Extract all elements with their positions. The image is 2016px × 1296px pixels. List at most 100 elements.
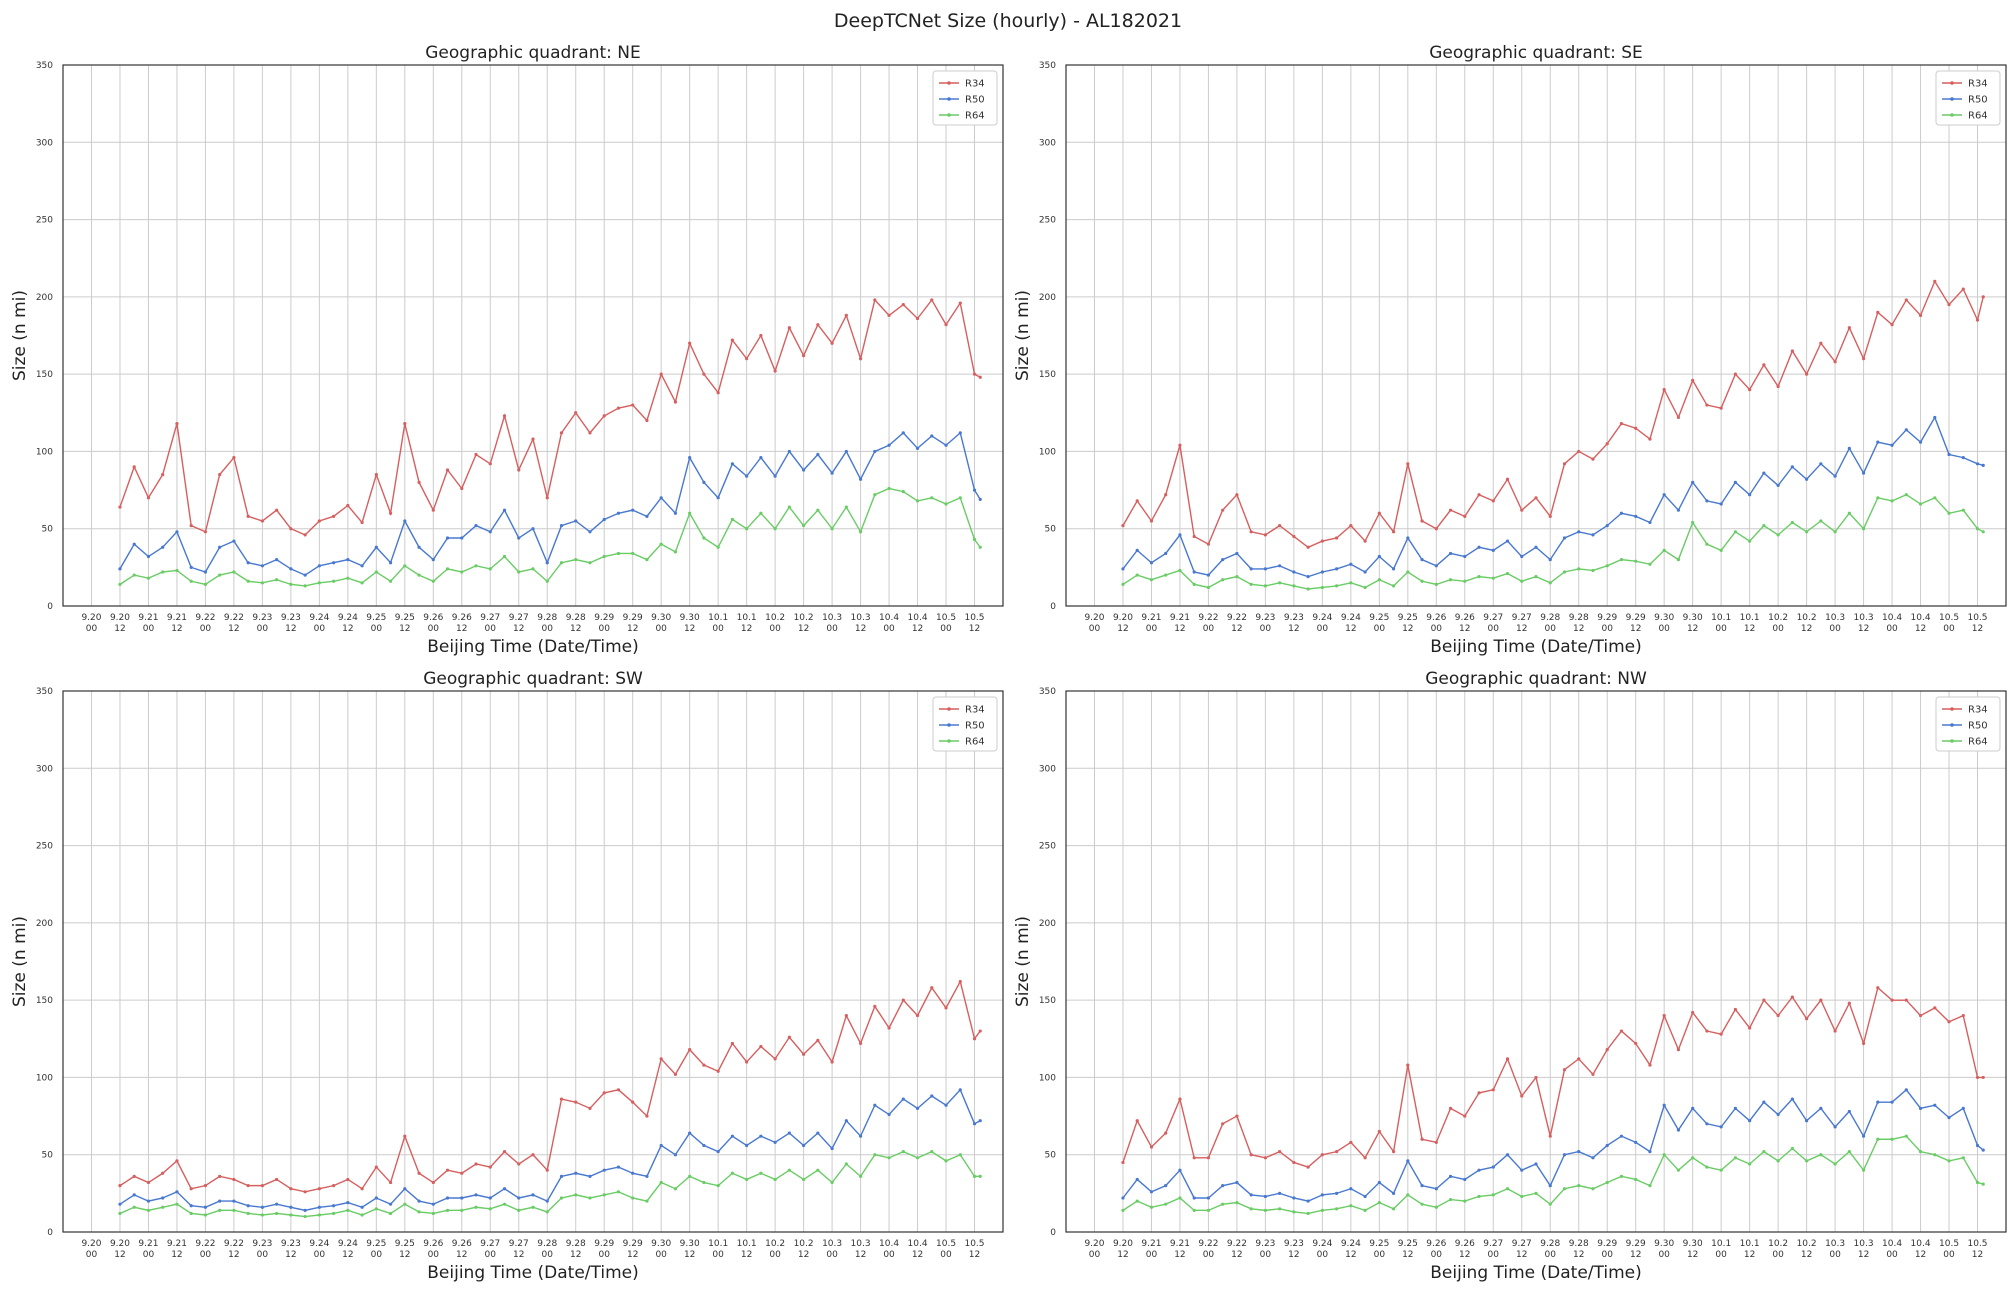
data-point-r34 [388, 1180, 393, 1185]
x-tick-label: 10.3 [1825, 613, 1845, 623]
data-point-r64 [1662, 1153, 1666, 1157]
data-point-r50 [1904, 428, 1908, 432]
data-point-r34 [1805, 372, 1809, 376]
data-point-r64 [1164, 573, 1168, 577]
data-point-r34 [958, 301, 962, 305]
data-point-r34 [1192, 1156, 1196, 1160]
x-tick-label: 9.29 [1597, 1239, 1617, 1249]
data-point-r34 [132, 1174, 136, 1178]
x-tick-label: 9.24 [309, 1239, 329, 1249]
data-point-r50 [417, 1199, 421, 1203]
x-tick-label: 9.28 [1540, 613, 1560, 623]
data-point-r64 [830, 527, 834, 531]
x-tick-label-hour: 12 [1972, 1250, 1983, 1260]
data-point-r50 [1377, 554, 1381, 559]
legend-marker-r34 [947, 707, 951, 711]
legend-marker-r50 [1950, 723, 1954, 727]
data-point-r34 [1847, 326, 1851, 330]
data-point-r34 [1406, 1063, 1410, 1067]
data-point-r64 [1719, 1168, 1723, 1172]
data-point-r50 [702, 480, 706, 484]
data-point-r64 [1249, 582, 1253, 586]
data-point-r64 [118, 582, 122, 586]
x-tick-label: 9.26 [1455, 1239, 1475, 1249]
data-point-r64 [1833, 1162, 1837, 1166]
data-point-r64 [901, 1150, 905, 1154]
data-point-r34 [1335, 536, 1339, 540]
data-point-r34 [218, 1174, 222, 1178]
x-tick-label: 9.27 [1512, 1239, 1532, 1249]
data-point-r50 [517, 1196, 521, 1200]
data-point-r64 [1847, 1150, 1851, 1154]
data-point-r64 [645, 1199, 649, 1203]
data-point-r34 [431, 1180, 435, 1185]
series-line-r64 [1122, 1135, 1984, 1215]
data-point-r34 [1221, 1122, 1225, 1126]
data-point-r34 [1477, 1091, 1481, 1095]
data-point-r50 [403, 1187, 407, 1191]
data-point-r64 [1705, 1165, 1709, 1169]
data-point-r64 [303, 1214, 307, 1219]
data-point-r50 [1178, 1168, 1182, 1172]
x-tick-label-hour: 00 [143, 1250, 155, 1260]
data-point-r50 [275, 558, 279, 562]
data-point-r64 [1648, 1184, 1652, 1188]
x-tick-label: 9.23 [1284, 613, 1304, 623]
data-point-r50 [403, 519, 407, 523]
data-point-r34 [645, 1114, 649, 1118]
y-tick-label: 50 [1045, 525, 1057, 535]
data-point-r64 [602, 554, 606, 559]
x-tick-label: 9.25 [395, 613, 415, 623]
data-point-r64 [232, 570, 236, 574]
data-point-r34 [1562, 462, 1567, 466]
data-point-r50 [1164, 551, 1168, 556]
data-point-r50 [1819, 462, 1823, 466]
data-point-r34 [1719, 1032, 1723, 1036]
x-tick-label: 9.25 [366, 1239, 386, 1249]
data-point-r50 [887, 1112, 891, 1117]
data-point-r64 [958, 1153, 962, 1157]
data-point-r34 [1719, 406, 1723, 410]
data-point-r64 [1890, 1137, 1894, 1141]
data-point-r50 [915, 1106, 920, 1110]
data-point-r50 [388, 1202, 393, 1206]
x-tick-label-hour: 12 [114, 1250, 125, 1260]
data-point-r64 [474, 564, 478, 568]
data-point-r50 [431, 1202, 435, 1206]
data-point-r64 [887, 486, 891, 491]
data-point-r50 [289, 567, 293, 571]
x-tick-label: 9.21 [138, 613, 158, 623]
x-tick-label-hour: 00 [1260, 624, 1272, 634]
x-tick-label: 9.27 [480, 613, 500, 623]
x-tick-label-hour: 12 [1744, 1250, 1755, 1260]
data-point-r34 [417, 480, 421, 484]
x-tick-label: 9.27 [509, 613, 529, 623]
data-point-r50 [1135, 1177, 1139, 1182]
data-point-r50 [1947, 1116, 1951, 1120]
x-tick-label-hour: 00 [428, 1250, 440, 1260]
data-point-r50 [332, 1204, 336, 1208]
data-point-r50 [1662, 1103, 1666, 1107]
data-point-r50 [1491, 1165, 1495, 1169]
x-tick-label: 9.24 [309, 613, 329, 623]
data-point-r50 [1463, 554, 1467, 559]
x-tick-label: 9.22 [1198, 1239, 1218, 1249]
data-point-r64 [1933, 1153, 1937, 1157]
data-point-r64 [431, 579, 435, 583]
x-tick-label-hour: 00 [769, 1250, 781, 1260]
data-point-r50 [1491, 548, 1495, 552]
x-tick-label-hour: 12 [171, 624, 182, 634]
data-point-r64 [1861, 527, 1866, 531]
data-point-r50 [816, 452, 820, 457]
data-point-r50 [1477, 545, 1481, 549]
data-point-r64 [688, 1174, 692, 1178]
data-point-r64 [1591, 568, 1595, 573]
data-point-r34 [730, 1041, 734, 1046]
legend-marker-r50 [947, 97, 951, 101]
data-point-r64 [1819, 1153, 1823, 1157]
data-point-r64 [260, 581, 264, 585]
data-point-r50 [1562, 1153, 1567, 1157]
x-tick-label: 10.2 [794, 1239, 814, 1249]
data-point-r34 [175, 1159, 179, 1163]
x-tick-label: 10.4 [879, 1239, 899, 1249]
